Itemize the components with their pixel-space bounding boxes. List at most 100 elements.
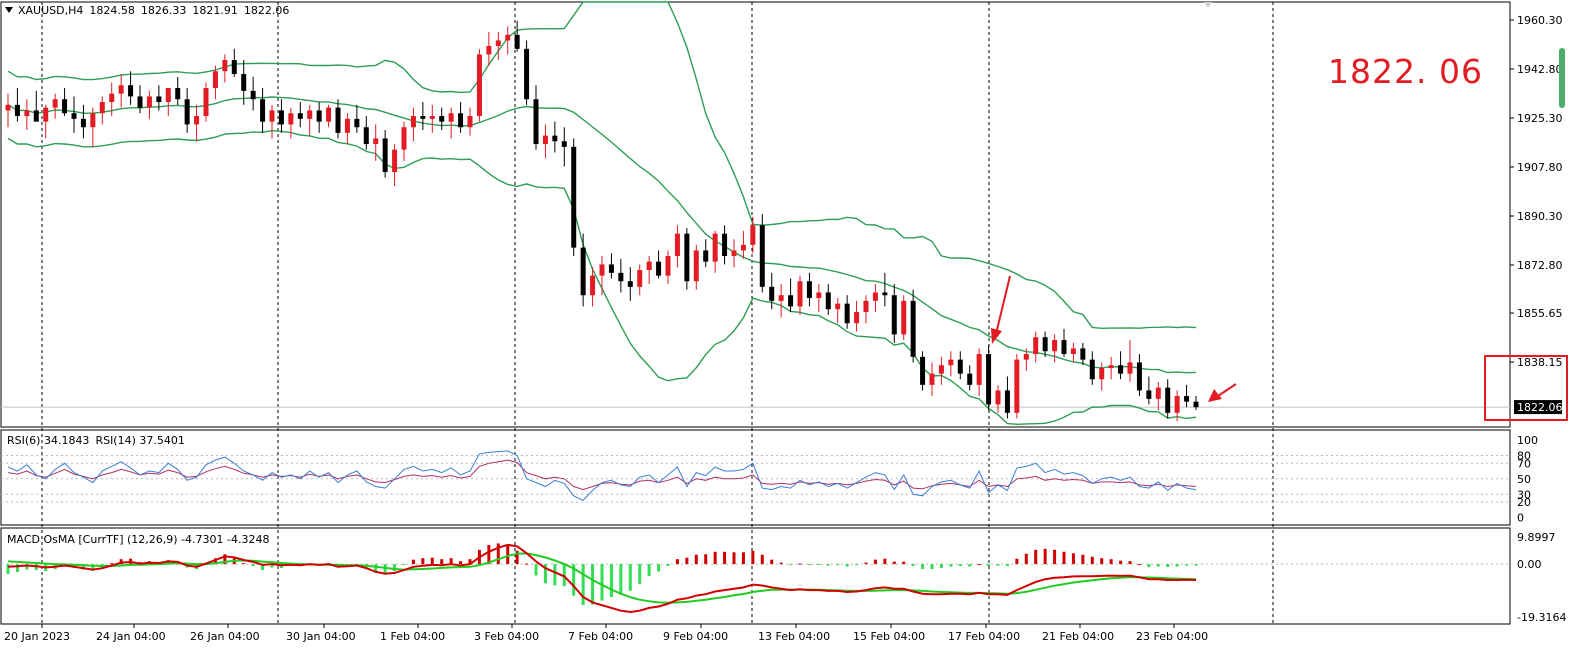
candle-body[interactable] (693, 250, 699, 282)
candle-body[interactable] (109, 93, 115, 103)
candle-body[interactable] (62, 99, 68, 114)
candle-body[interactable] (392, 149, 398, 173)
candle-body[interactable] (627, 281, 633, 287)
candle-body[interactable] (995, 390, 1001, 405)
candle-body[interactable] (335, 107, 341, 133)
candle-body[interactable] (750, 225, 756, 245)
candle-body[interactable] (580, 247, 586, 296)
candle-body[interactable] (1174, 396, 1180, 413)
candle-body[interactable] (14, 104, 20, 117)
dropdown-triangle-icon[interactable] (5, 7, 13, 13)
candle-body[interactable] (825, 292, 831, 310)
candle-body[interactable] (71, 113, 77, 119)
candle-body[interactable] (288, 113, 294, 125)
candle-body[interactable] (118, 85, 124, 94)
candle-body[interactable] (524, 48, 530, 100)
candle-body[interactable] (1070, 348, 1076, 355)
candle-body[interactable] (608, 264, 614, 273)
candle-body[interactable] (561, 141, 567, 147)
candle-body[interactable] (674, 233, 680, 257)
candle-body[interactable] (882, 292, 888, 296)
candles[interactable] (5, 20, 1199, 422)
candle-body[interactable] (410, 116, 416, 128)
candle-body[interactable] (712, 233, 718, 262)
candle-body[interactable] (863, 300, 869, 313)
candle-body[interactable] (241, 74, 247, 91)
candle-body[interactable] (231, 60, 237, 75)
candle-body[interactable] (354, 118, 360, 128)
candle-body[interactable] (250, 90, 256, 100)
candle-body[interactable] (806, 281, 812, 299)
candle-body[interactable] (90, 113, 96, 128)
candle-body[interactable] (316, 110, 322, 122)
candle-body[interactable] (722, 233, 728, 257)
candle-body[interactable] (401, 127, 407, 150)
candle-body[interactable] (571, 146, 577, 248)
candle-body[interactable] (1033, 337, 1039, 355)
candle-body[interactable] (938, 365, 944, 374)
candle-body[interactable] (373, 138, 379, 145)
candle-body[interactable] (33, 110, 39, 122)
candle-body[interactable] (212, 71, 218, 89)
candle-body[interactable] (429, 116, 435, 119)
candle-body[interactable] (986, 354, 992, 405)
candle-body[interactable] (1052, 340, 1058, 352)
candle-body[interactable] (1014, 359, 1020, 413)
candle-body[interactable] (439, 116, 445, 122)
candle-body[interactable] (24, 110, 30, 117)
candle-body[interactable] (967, 373, 973, 385)
candle-body[interactable] (1004, 390, 1010, 413)
candle-body[interactable] (1146, 390, 1152, 399)
candle-body[interactable] (222, 60, 228, 72)
candle-body[interactable] (1136, 362, 1142, 391)
candle-body[interactable] (731, 250, 737, 257)
candle-body[interactable] (948, 359, 954, 366)
candle-body[interactable] (514, 34, 520, 49)
candle-body[interactable] (618, 272, 624, 282)
candle-body[interactable] (476, 54, 482, 117)
candle-body[interactable] (665, 256, 671, 276)
candle-body[interactable] (684, 233, 690, 282)
candle-body[interactable] (486, 46, 492, 55)
candle-body[interactable] (929, 373, 935, 385)
candle-body[interactable] (590, 275, 596, 296)
candle-body[interactable] (297, 113, 303, 119)
candle-body[interactable] (382, 138, 388, 173)
candle-body[interactable] (1080, 348, 1086, 360)
candle-body[interactable] (420, 116, 426, 119)
candle-body[interactable] (788, 295, 794, 307)
candle-body[interactable] (920, 356, 926, 385)
candle-body[interactable] (533, 99, 539, 145)
candle-body[interactable] (165, 88, 171, 103)
candle-body[interactable] (656, 261, 662, 276)
candle-body[interactable] (872, 292, 878, 301)
candle-body[interactable] (778, 295, 784, 301)
candle-body[interactable] (816, 292, 822, 299)
vertical-scrollbar[interactable] (1559, 48, 1565, 108)
candle-body[interactable] (458, 113, 464, 128)
candle-body[interactable] (797, 281, 803, 307)
candle-body[interactable] (1061, 340, 1067, 355)
chart-shift-marker-icon[interactable] (1204, 2, 1212, 8)
candle-body[interactable] (326, 107, 332, 122)
candle-body[interactable] (542, 135, 548, 145)
candle-body[interactable] (1127, 362, 1133, 374)
candle-body[interactable] (769, 286, 775, 301)
candle-body[interactable] (1165, 387, 1171, 413)
candle-body[interactable] (1023, 354, 1029, 360)
candle-body[interactable] (146, 96, 152, 108)
candle-body[interactable] (957, 359, 963, 374)
candle-body[interactable] (1193, 401, 1199, 408)
candle-body[interactable] (844, 303, 850, 324)
candle-body[interactable] (495, 40, 501, 47)
candle-body[interactable] (363, 127, 369, 145)
candle-body[interactable] (269, 110, 275, 122)
candle-body[interactable] (1155, 387, 1161, 399)
candle-body[interactable] (43, 107, 49, 122)
candle-body[interactable] (203, 88, 209, 117)
candle-body[interactable] (1184, 396, 1190, 402)
candle-body[interactable] (175, 88, 181, 100)
candle-body[interactable] (835, 303, 841, 310)
candle-body[interactable] (703, 250, 709, 262)
